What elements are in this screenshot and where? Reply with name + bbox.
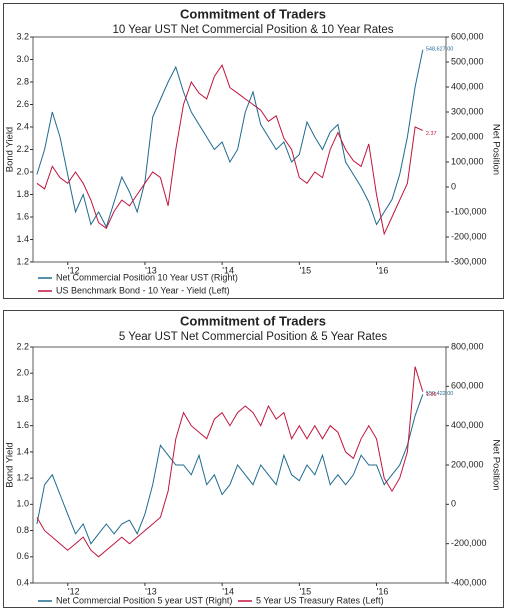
x-tick-label: '16 — [377, 265, 389, 275]
y-tick-label: 1.8 — [16, 394, 29, 404]
y-tick-label: 1.6 — [16, 420, 29, 430]
legend-label: Net Commercial Position 10 Year UST (Rig… — [56, 272, 238, 282]
chart-title: Commitment of Traders — [180, 6, 326, 21]
y-tick-label: 2.2 — [16, 144, 29, 154]
panel-frame — [3, 3, 504, 299]
y2-tick-label: 300,000 — [451, 106, 484, 116]
x-tick-label: '12 — [68, 586, 80, 596]
y2-tick-label: -400,000 — [451, 577, 487, 587]
y-tick-label: 2.4 — [16, 121, 29, 131]
y-tick-label: 1.4 — [16, 234, 29, 244]
y2-tick-label: 600,000 — [451, 381, 484, 391]
y-tick-label: 1.4 — [16, 446, 29, 456]
y-tick-label: 2.8 — [16, 76, 29, 86]
legend-label: 5 Year US Treasury Rates (Left) — [256, 595, 384, 605]
y2-tick-label: 800,000 — [451, 341, 484, 351]
y2-tick-label: -200,000 — [451, 231, 487, 241]
panel-frame — [3, 310, 504, 608]
x-tick-label: '15 — [299, 586, 311, 596]
y2-tick-label: 100,000 — [451, 156, 484, 166]
y-axis-title: Bond Yield — [5, 442, 16, 487]
chart-title: Commitment of Traders — [180, 313, 326, 328]
y-tick-label: 3.0 — [16, 54, 29, 64]
y2-tick-label: -300,000 — [451, 256, 487, 266]
end-label: 559,422.00 — [426, 391, 454, 397]
y-tick-label: 1.8 — [16, 189, 29, 199]
chart-subtitle: 5 Year UST Net Commercial Position & 5 Y… — [119, 331, 388, 343]
x-tick-label: '13 — [145, 265, 157, 275]
chart-subtitle: 10 Year UST Net Commercial Position & 10… — [112, 24, 393, 36]
y-tick-label: 1.2 — [16, 256, 29, 266]
x-tick-label: '15 — [299, 265, 311, 275]
x-tick-label: '14 — [222, 265, 234, 275]
y-tick-label: 3.2 — [16, 31, 29, 41]
y2-tick-label: 400,000 — [451, 420, 484, 430]
y2-tick-label: 200,000 — [451, 459, 484, 469]
y2-tick-label: 0 — [451, 181, 456, 191]
y-tick-label: 2.6 — [16, 99, 29, 109]
y2-tick-label: 600,000 — [451, 31, 484, 41]
end-label: 548,627.00 — [426, 46, 454, 52]
series-line — [36, 366, 424, 558]
series-line — [36, 63, 424, 236]
x-tick-label: '14 — [222, 586, 234, 596]
end-label: 2.37 — [426, 131, 437, 137]
y2-axis-title: Net Position — [490, 439, 501, 490]
y-tick-label: 1.6 — [16, 211, 29, 221]
y-tick-label: 2.0 — [16, 368, 29, 378]
series-line — [36, 394, 424, 545]
x-tick-label: '13 — [145, 586, 157, 596]
y2-tick-label: 400,000 — [451, 81, 484, 91]
legend-label: US Benchmark Bond - 10 Year - Yield (Lef… — [56, 285, 230, 295]
y2-axis-title: Net Position — [490, 124, 501, 175]
legend-label: Net Commercial Position 5 year UST (Righ… — [56, 595, 232, 605]
x-tick-label: '12 — [68, 265, 80, 275]
y-tick-label: 1.2 — [16, 472, 29, 482]
y-tick-label: 1.0 — [16, 499, 29, 509]
y-tick-label: 2.2 — [16, 341, 29, 351]
plot-area — [32, 346, 447, 584]
y-tick-label: 0.6 — [16, 551, 29, 561]
y2-tick-label: 200,000 — [451, 131, 484, 141]
y2-tick-label: -200,000 — [451, 538, 487, 548]
series-line — [36, 49, 424, 229]
y-tick-label: 2.0 — [16, 166, 29, 176]
plot-area — [32, 36, 447, 263]
y-axis-title: Bond Yield — [5, 127, 16, 172]
x-tick-label: '16 — [377, 586, 389, 596]
y-tick-label: 0.4 — [16, 577, 29, 587]
y2-tick-label: 500,000 — [451, 56, 484, 66]
y2-tick-label: 0 — [451, 499, 456, 509]
y-tick-label: 0.8 — [16, 525, 29, 535]
end-label: 1.86 — [426, 392, 437, 398]
y2-tick-label: -100,000 — [451, 206, 487, 216]
